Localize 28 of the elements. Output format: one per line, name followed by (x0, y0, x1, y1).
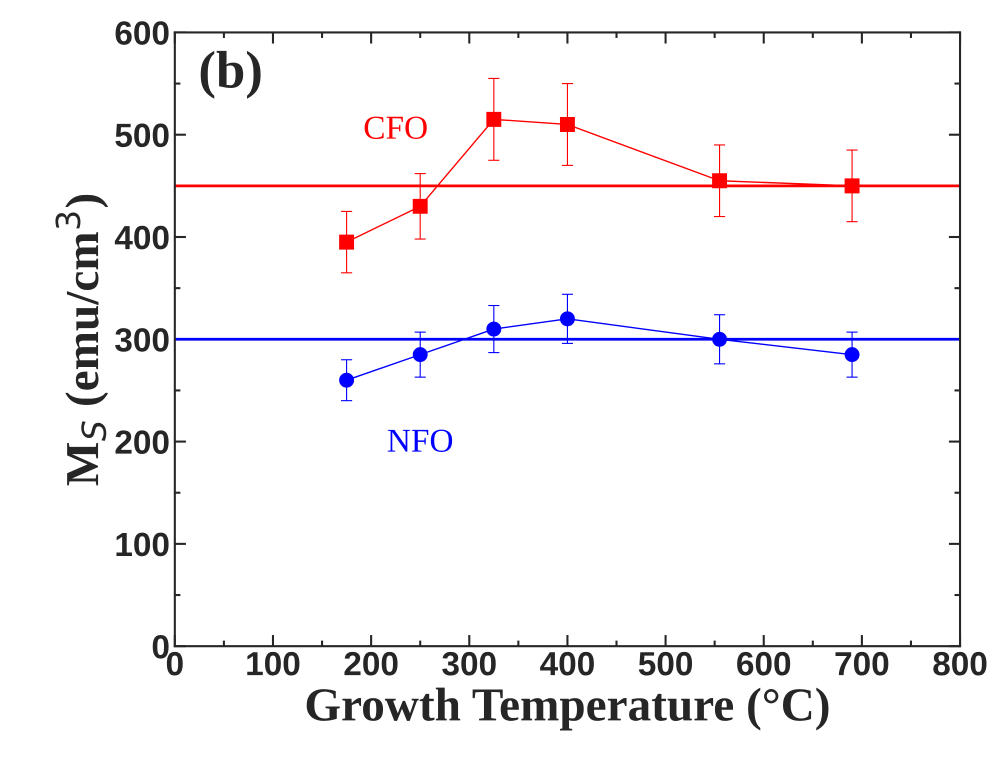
y-axis-title: M$_{S}$ (emu/cm$^{3}$) (55, 194, 108, 486)
x-tick-label: 400 (540, 652, 594, 676)
x-tick-label: 300 (442, 652, 496, 676)
x-tick-label: 200 (344, 652, 398, 676)
y-tick-label: 400 (114, 226, 169, 250)
point (486, 112, 502, 127)
y-tick-label: 100 (116, 532, 169, 556)
point (412, 198, 428, 214)
y-tick-label: 500 (115, 124, 169, 148)
x-tick-label: 800 (933, 652, 986, 676)
x-tick-label: 100 (247, 652, 300, 676)
x-tick-label: 500 (638, 652, 692, 676)
point (560, 311, 575, 326)
x-tick-label: 700 (836, 652, 888, 676)
series-label: CFO (364, 116, 427, 139)
y-tick-label: 0 (152, 634, 169, 659)
point (339, 234, 354, 250)
y-tick-label: 300 (115, 328, 169, 352)
point (486, 322, 502, 337)
x-axis-title: Growth Temperature (°C) (306, 688, 828, 730)
y-tick-label: 200 (116, 430, 169, 454)
annotation: (b) (200, 50, 261, 99)
y-tick-label: 600 (116, 21, 169, 45)
x-tick-label: 600 (737, 652, 790, 676)
point (844, 347, 860, 362)
series-label: NFO (388, 430, 452, 452)
point (339, 372, 354, 388)
point (560, 117, 575, 132)
